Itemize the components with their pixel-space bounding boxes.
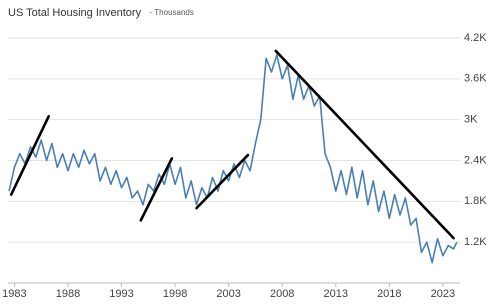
title: US Total Housing Inventory xyxy=(8,7,142,19)
trend-line xyxy=(9,114,51,196)
chart-title: US Total Housing Inventory - Thousands xyxy=(8,4,194,21)
y-tick-label: 4.2K xyxy=(464,32,487,44)
trend-line xyxy=(274,49,455,240)
y-tick-label: 1.8K xyxy=(464,195,487,207)
x-tick-label: 2013 xyxy=(324,288,348,300)
y-tick-label: 3K xyxy=(464,114,478,126)
x-tick-label: 2008 xyxy=(270,288,294,300)
x-tick-label: 2023 xyxy=(431,288,455,300)
trend-line xyxy=(195,153,250,210)
x-tick-label: 1983 xyxy=(2,288,26,300)
x-tick-label: 2018 xyxy=(377,288,401,300)
x-tick-label: 1993 xyxy=(109,288,133,300)
y-tick-label: 3.6K xyxy=(464,73,487,85)
x-tick-label: 1988 xyxy=(56,288,80,300)
x-tick-label: 2003 xyxy=(216,288,240,300)
y-tick-label: 1.2K xyxy=(464,236,487,248)
subtitle: - Thousands xyxy=(150,8,194,17)
data-line xyxy=(8,54,458,264)
trend-line xyxy=(139,157,174,222)
y-tick-label: 2.4K xyxy=(464,154,487,166)
x-tick-label: 1998 xyxy=(163,288,187,300)
